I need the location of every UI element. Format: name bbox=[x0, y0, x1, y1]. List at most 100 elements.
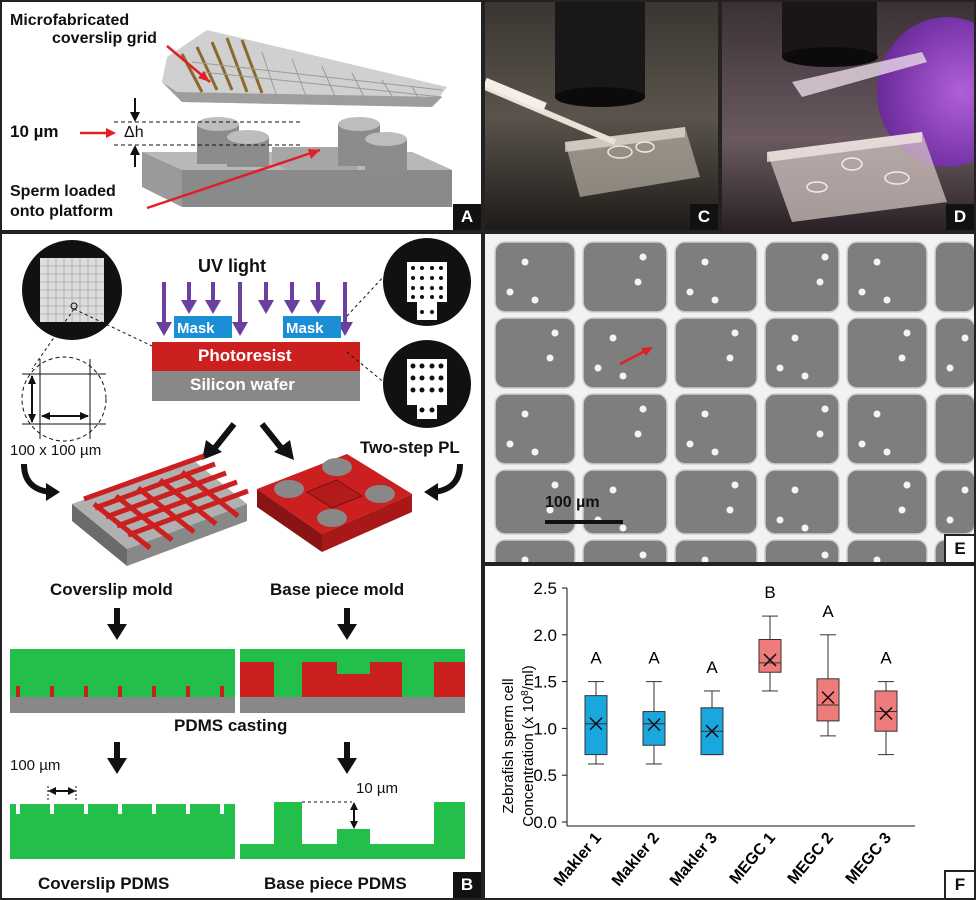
base-piece-mold-3d bbox=[257, 454, 412, 552]
base-mask-zoom bbox=[346, 238, 471, 428]
coverslip-pdms-label: Coverslip PDMS bbox=[38, 874, 170, 893]
base-piece-mold-label: Base piece mold bbox=[270, 580, 405, 599]
arrow-down-icon bbox=[130, 112, 140, 122]
box-plot: Zebrafish sperm cell Concentration (x 10… bbox=[500, 579, 915, 890]
sperm-cell bbox=[883, 448, 891, 456]
sperm-cell bbox=[701, 410, 709, 418]
y-axis-label-line2: Concentration (x 108/ml) bbox=[520, 665, 538, 826]
pillar bbox=[365, 132, 407, 174]
sperm-cell bbox=[946, 364, 954, 372]
sperm-cell bbox=[873, 410, 881, 418]
sperm-cell bbox=[634, 278, 642, 286]
microscope-photo-d bbox=[722, 2, 974, 230]
photoresist-label: Photoresist bbox=[198, 346, 292, 365]
sperm-cell bbox=[609, 334, 617, 342]
platform-arrow bbox=[146, 148, 321, 210]
grid-well bbox=[494, 393, 576, 465]
grid-well bbox=[494, 241, 576, 313]
significance-letter: A bbox=[706, 658, 718, 677]
grid-well bbox=[582, 539, 668, 562]
sperm-cell bbox=[858, 440, 866, 448]
sperm-cell bbox=[873, 556, 881, 562]
mask-label-1: Mask bbox=[177, 320, 215, 337]
significance-letter: A bbox=[880, 649, 892, 668]
grid-well bbox=[934, 241, 974, 313]
micrograph-grid bbox=[485, 234, 974, 562]
base-pdms-profile bbox=[240, 801, 465, 859]
coverslip-mold-label: Coverslip mold bbox=[50, 580, 173, 599]
grid-well bbox=[674, 393, 758, 465]
sperm-cell bbox=[821, 253, 829, 261]
sperm-cell bbox=[639, 405, 647, 413]
sperm-cell bbox=[634, 430, 642, 438]
sperm-cell bbox=[961, 334, 969, 342]
panel-f-label: F bbox=[944, 870, 974, 898]
grid-well bbox=[846, 539, 928, 562]
sperm-cell bbox=[639, 551, 647, 559]
grid-well bbox=[582, 241, 668, 313]
pdms-casting-label: PDMS casting bbox=[174, 716, 288, 735]
grid-well bbox=[494, 539, 576, 562]
grid-well bbox=[674, 317, 758, 389]
sperm-cell bbox=[686, 440, 694, 448]
sperm-cell bbox=[609, 486, 617, 494]
box-1 bbox=[584, 681, 608, 765]
y-axis-label-line1: Zebrafish sperm cell bbox=[500, 678, 517, 813]
panel-d-photo: D bbox=[720, 0, 976, 232]
photoresist-layer bbox=[152, 342, 360, 371]
coverslip-mask-zoom bbox=[21, 240, 153, 442]
y-tick-label: 0.0 bbox=[533, 813, 557, 832]
box-4 bbox=[758, 615, 782, 692]
category-label: Makler 3 bbox=[667, 830, 721, 890]
sperm-cell bbox=[639, 253, 647, 261]
sperm-cell bbox=[873, 258, 881, 266]
sperm-cell bbox=[821, 551, 829, 559]
sperm-cell bbox=[619, 524, 627, 532]
sperm-cell bbox=[521, 258, 529, 266]
uv-arrows bbox=[156, 282, 353, 336]
delta-h-label: Δh bbox=[124, 124, 144, 141]
coverslip-grid bbox=[162, 30, 447, 107]
sperm-cell bbox=[883, 296, 891, 304]
panel-b-illustration bbox=[10, 238, 471, 859]
sperm-cell bbox=[816, 278, 824, 286]
sperm-cell bbox=[521, 410, 529, 418]
mask-label-2: Mask bbox=[286, 320, 324, 337]
sperm-cell bbox=[903, 329, 911, 337]
panel-b-label: B bbox=[453, 872, 481, 898]
center-block bbox=[272, 147, 357, 170]
sperm-cell bbox=[946, 516, 954, 524]
sperm-cell bbox=[506, 288, 514, 296]
sperm-cell bbox=[903, 481, 911, 489]
y-tick-label: 2.5 bbox=[533, 579, 557, 598]
depth-label: 10 µm bbox=[356, 780, 398, 797]
sperm-cell bbox=[551, 329, 559, 337]
sperm-cell bbox=[898, 354, 906, 362]
pillar bbox=[227, 130, 269, 167]
sperm-cell bbox=[801, 524, 809, 532]
sperm-cell bbox=[711, 296, 719, 304]
mask-block-1 bbox=[174, 316, 232, 338]
microscope-photo-c bbox=[485, 2, 718, 230]
y-tick-label: 1.5 bbox=[533, 673, 557, 692]
sperm-cell bbox=[521, 556, 529, 562]
category-label: MEGC 3 bbox=[843, 830, 896, 888]
base-piece-pdms-label: Base piece PDMS bbox=[264, 874, 407, 893]
sperm-cell bbox=[711, 448, 719, 456]
grid-well bbox=[674, 241, 758, 313]
category-label: MEGC 1 bbox=[727, 830, 780, 888]
panel-a-illustration bbox=[80, 30, 452, 210]
panel-c-photo: C bbox=[483, 0, 720, 232]
arrow-up-icon bbox=[130, 145, 140, 155]
category-label: MEGC 2 bbox=[785, 830, 838, 888]
panel-c-label: C bbox=[690, 204, 718, 230]
sperm-cell bbox=[791, 486, 799, 494]
highlight-arrow bbox=[619, 348, 648, 366]
grid-well bbox=[674, 539, 758, 562]
grid-well bbox=[846, 393, 928, 465]
sperm-cell bbox=[726, 506, 734, 514]
sperm-label: Sperm loaded onto platform bbox=[10, 183, 116, 220]
sperm-cell bbox=[776, 364, 784, 372]
panel-b: UV light Mask Mask Photoresist Silicon w… bbox=[0, 232, 483, 900]
sperm-cell bbox=[821, 405, 829, 413]
